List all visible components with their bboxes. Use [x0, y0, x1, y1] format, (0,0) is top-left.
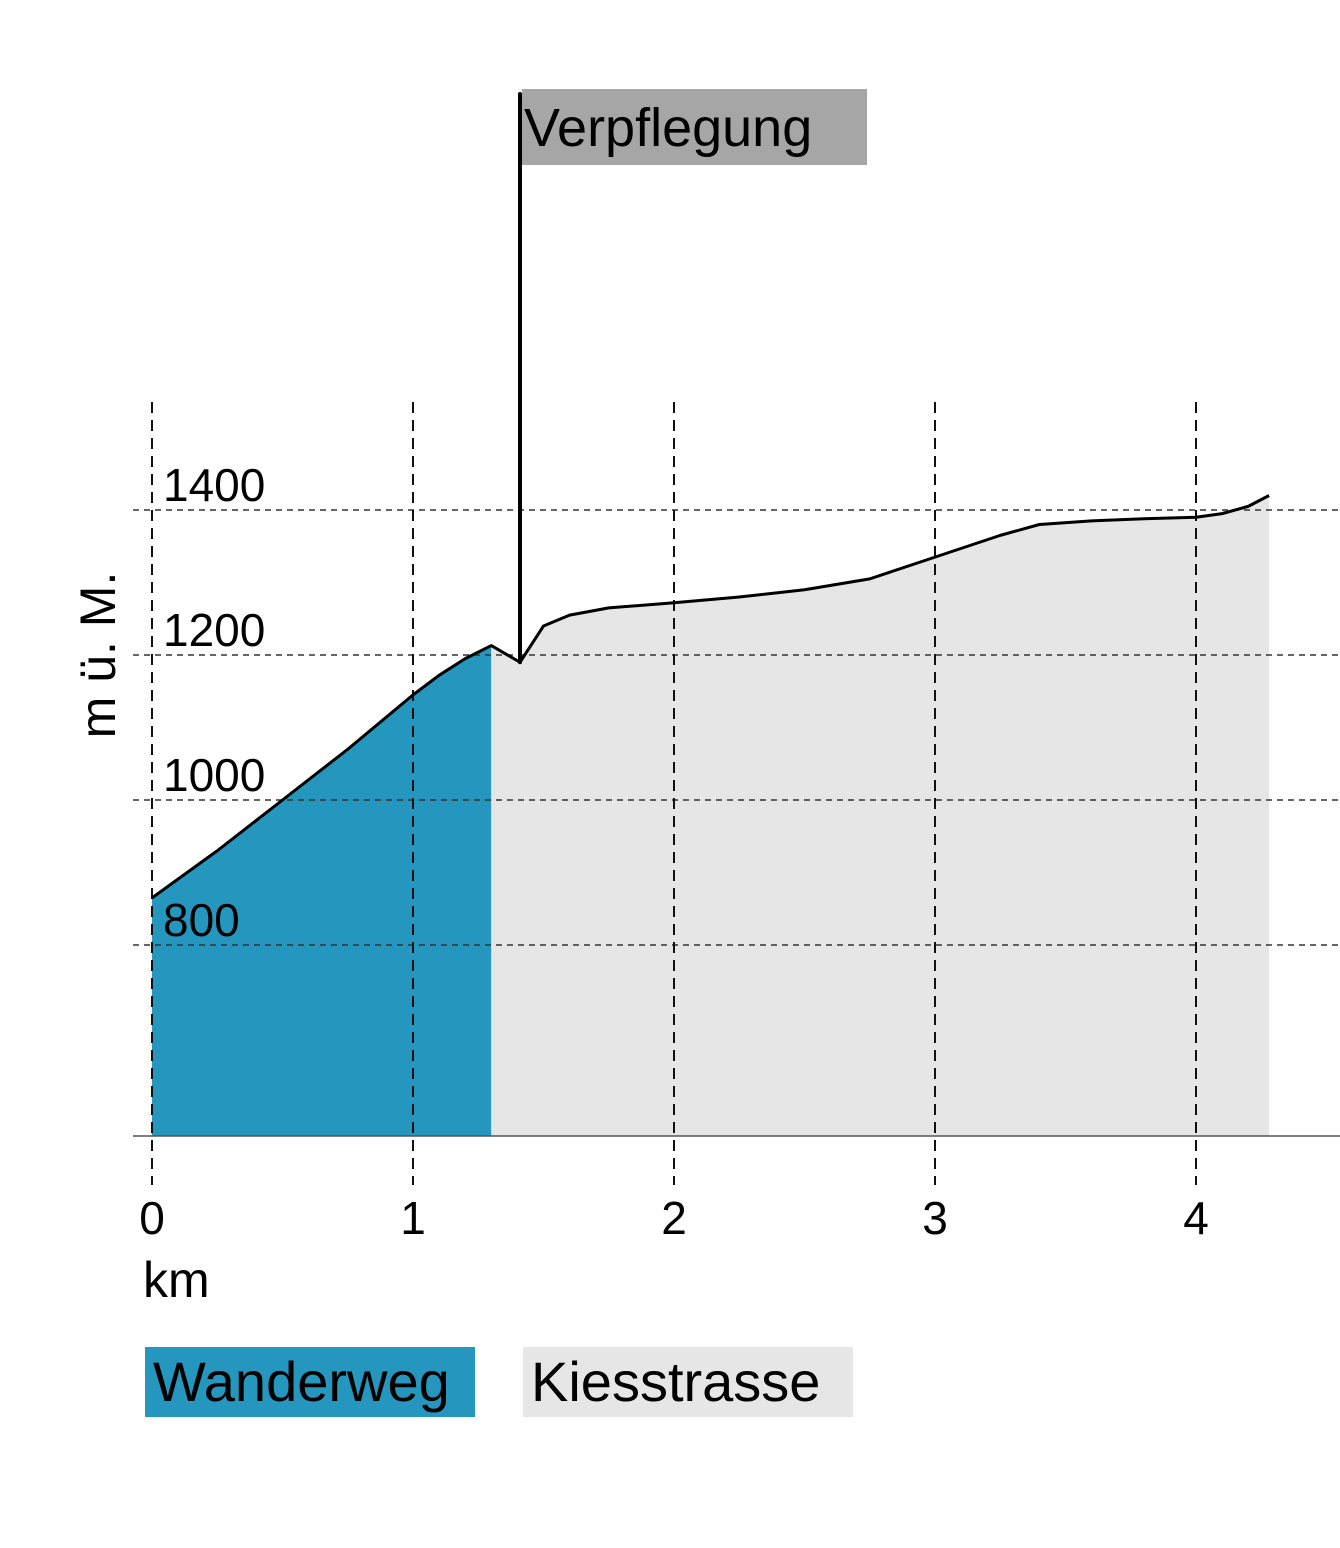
x-tick-label-2: 2 — [661, 1192, 687, 1244]
x-axis-label: km — [143, 1252, 210, 1308]
x-tick-label-3: 3 — [922, 1192, 948, 1244]
area-layer — [152, 495, 1270, 1136]
tick-label-layer: 0 1 2 3 4 800 1000 1200 1400 — [139, 459, 1209, 1244]
y-tick-label-1400: 1400 — [163, 459, 265, 511]
legend-wanderweg: Wanderweg — [145, 1347, 475, 1417]
y-tick-label-1000: 1000 — [163, 749, 265, 801]
profile-layer — [151, 494, 1270, 900]
annotation-flag-box — [522, 89, 868, 165]
area-kiesstrasse — [491, 495, 1270, 1136]
elevation-profile-line — [151, 494, 1270, 900]
annotation-layer: Verpflegung — [518, 89, 868, 665]
area-wanderweg — [152, 645, 492, 1136]
x-tick-label-4: 4 — [1183, 1192, 1209, 1244]
y-tick-label-800: 800 — [163, 894, 240, 946]
legend-kiesstrasse: Kiesstrasse — [523, 1347, 853, 1417]
y-tick-label-1200: 1200 — [163, 604, 265, 656]
y-axis-label: m ü. M. — [70, 572, 126, 739]
x-tick-label-1: 1 — [400, 1192, 426, 1244]
grid-layer — [133, 402, 1340, 1185]
annotation-label: Verpflegung — [524, 98, 812, 158]
x-tick-label-0: 0 — [139, 1192, 165, 1244]
